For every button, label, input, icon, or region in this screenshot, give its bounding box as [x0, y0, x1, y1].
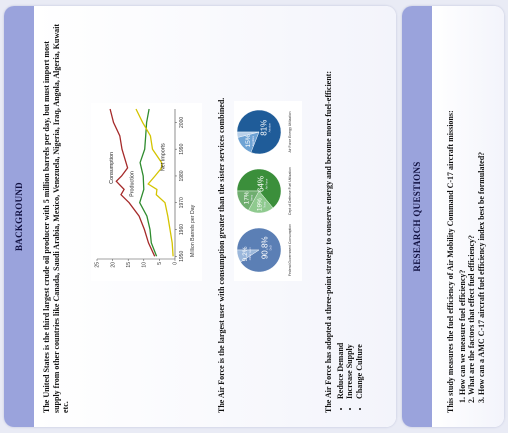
pie-sub-label: Air Force [264, 178, 268, 189]
y-axis-label: Million Barrels per Day [190, 204, 196, 257]
pie-value-label: 9.2% [242, 246, 249, 261]
pie-value-label: 81% [259, 120, 268, 136]
strategy-item: Increase Supply [345, 18, 355, 399]
pie-slice [236, 109, 282, 155]
research-question: How can a AMC C-17 aircraft fuel efficie… [477, 18, 487, 395]
fuel-pie-charts: 90.8% DoD 9.2% Other Govt 64% Air Force 19% Nav… [234, 101, 302, 281]
y-tick-label: 15 [126, 262, 132, 268]
y-tick-label: 25 [95, 262, 101, 268]
strategy-text: The Air Force has adopted a three-point … [324, 70, 333, 413]
pie-sub-label: Facilities [251, 135, 255, 146]
y-tick-label: 0 [173, 262, 179, 265]
pie-sub-label: Other Govt [248, 247, 252, 260]
background-body: The United States is the third largest c… [34, 6, 396, 427]
research-question: How can we measure fuel efficiency? [458, 18, 468, 395]
pie-sub-label: Navy [262, 201, 266, 208]
strategy-item: Change Culture [355, 18, 365, 399]
background-panel: BACKGROUND The United States is the thir… [4, 6, 396, 427]
strategy-item: Reduce Demand [336, 18, 346, 399]
background-paragraph-airforce: The Air Force is the largest user with c… [217, 97, 226, 413]
x-tick-label: 2000 [179, 117, 185, 128]
research-header: RESEARCH QUESTIONS [402, 6, 432, 427]
fuel-pie-charts-svg: 90.8% DoD 9.2% Other Govt 64% Air Force 19% Nav… [236, 109, 282, 273]
series-label-production: Production [130, 171, 136, 197]
background-header: BACKGROUND [4, 6, 34, 427]
pie-sub-label: Army [249, 194, 253, 201]
pie-slice [236, 190, 260, 211]
pie-value-label: 19% [256, 198, 263, 211]
series-line-consumption [109, 108, 156, 257]
pie-value-label: 17% [243, 191, 250, 204]
x-tick-label: 1950 [179, 251, 185, 262]
series-label-consumption: Consumption [109, 152, 115, 184]
series-line-net-imports [135, 108, 174, 257]
pie-slice [236, 168, 282, 209]
research-body: This study measures the fuel efficiency … [432, 6, 504, 427]
strategy-list: Reduce Demand Increase Supply Change Cul… [336, 18, 365, 413]
oil-line-chart: 1950 1960 1970 1980 1990 2000 0 5 10 15 20 25 Millio… [91, 103, 202, 281]
series-label-net-imports: Net Imports [161, 143, 167, 171]
oil-line-chart-svg: 1950 1960 1970 1980 1990 2000 0 5 10 15 20 25 Millio… [95, 108, 196, 268]
research-intro: This study measures the fuel efficiency … [446, 110, 455, 413]
pie-caption-dod: Dept of Defense Fuel Utilization [288, 167, 292, 215]
background-paragraph-oil: The United States is the third largest c… [42, 23, 70, 413]
research-panel: RESEARCH QUESTIONS This study measures t… [402, 6, 504, 427]
pie-caption-federal: Federal Government Consumption [288, 224, 292, 277]
research-question: What are the factors that effect fuel ef… [467, 18, 477, 395]
y-tick-label: 20 [110, 262, 116, 268]
pie-value-label: 90.8% [260, 236, 269, 259]
research-content: This study measures the fuel efficiency … [446, 18, 486, 413]
y-tick-label: 5 [157, 262, 163, 265]
background-paragraph-strategy: The Air Force has adopted a three-point … [324, 18, 364, 413]
pie-caption-airforce: Air Force Energy Utilization [288, 111, 292, 153]
y-tick-label: 10 [142, 262, 148, 268]
x-tick-label: 1990 [179, 143, 185, 154]
x-tick-label: 1980 [179, 170, 185, 181]
series-line-production [138, 108, 158, 257]
pie-value-label: 64% [256, 176, 265, 192]
x-tick-label: 1970 [179, 197, 185, 208]
pie-slice [236, 131, 260, 138]
pie-value-label: 15% [245, 134, 252, 147]
pie-sub-label: Aviation [267, 123, 271, 133]
research-question-list: How can we measure fuel efficiency? What… [458, 18, 487, 413]
pie-sub-label: DoD [268, 245, 272, 250]
x-tick-label: 1960 [179, 224, 185, 235]
pie-slice [236, 249, 260, 263]
